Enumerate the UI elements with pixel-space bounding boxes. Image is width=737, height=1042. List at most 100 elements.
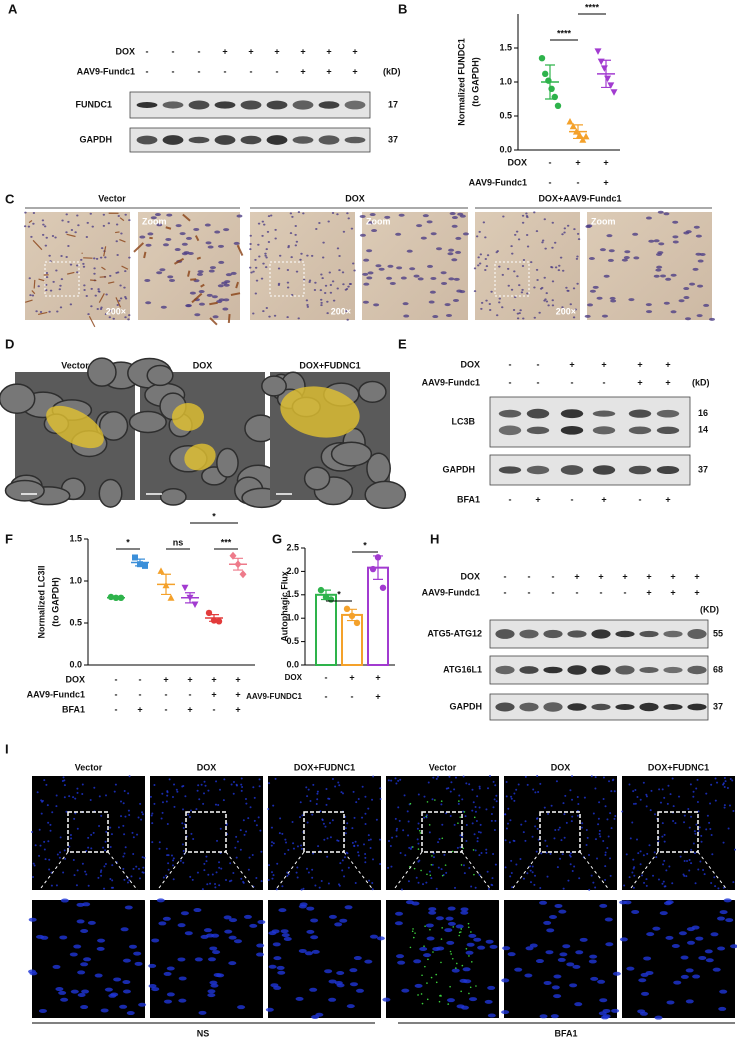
nucleus (551, 299, 554, 302)
nucleus (81, 792, 84, 795)
nucleus (484, 257, 487, 260)
nucleus (450, 781, 453, 784)
group-title: DOX+AAV9-Fundc1 (538, 193, 621, 203)
nucleus (77, 970, 86, 975)
nucleus (98, 795, 101, 798)
nucleus (122, 867, 125, 870)
nucleus (585, 843, 588, 846)
nucleus (74, 231, 77, 234)
sign: + (535, 494, 540, 504)
significance-label: **** (557, 28, 572, 38)
nucleus (94, 294, 97, 297)
nucleus (113, 790, 116, 793)
lc3-puncta (461, 964, 464, 967)
nucleus (45, 276, 49, 279)
nucleus (628, 783, 631, 786)
nucleus (280, 929, 289, 934)
stain (236, 244, 244, 257)
nucleus (120, 800, 123, 803)
nucleus (607, 258, 614, 262)
nucleus (462, 775, 465, 778)
nucleus (577, 238, 581, 241)
nucleus (138, 877, 141, 880)
lc3-puncta (460, 864, 463, 866)
nucleus (244, 798, 247, 801)
nucleus (586, 836, 589, 839)
nucleus (228, 880, 231, 883)
band (687, 629, 707, 639)
nucleus (36, 791, 39, 794)
nucleus (337, 839, 340, 842)
lc3-puncta (426, 982, 428, 984)
nucleus (455, 236, 462, 240)
sign: + (665, 377, 670, 387)
nucleus (536, 775, 539, 778)
nucleus (211, 933, 220, 938)
nucleus (563, 836, 566, 839)
nucleus (447, 921, 456, 926)
nucleus (599, 998, 608, 1003)
nucleus (492, 806, 495, 809)
nucleus (143, 856, 146, 859)
nucleus (561, 269, 565, 272)
band (526, 408, 550, 419)
nucleus (60, 254, 63, 257)
sign: - (165, 704, 168, 714)
nucleus (498, 265, 501, 268)
nucleus (344, 832, 347, 835)
blot (489, 396, 691, 448)
nucleus (461, 835, 464, 838)
nucleus (322, 241, 325, 244)
stain (230, 292, 241, 296)
nucleus (524, 820, 527, 823)
nucleus (680, 955, 689, 960)
nucleus (133, 951, 142, 956)
nucleus (344, 827, 347, 830)
nucleus (445, 916, 454, 921)
y-tick-label: 1.0 (286, 613, 299, 623)
band (687, 665, 707, 675)
nucleus (409, 267, 416, 271)
nucleus (124, 905, 133, 910)
nucleus (480, 307, 483, 310)
nucleus (652, 926, 661, 931)
nucleus (685, 968, 694, 973)
nucleus (314, 884, 317, 887)
band (592, 465, 616, 475)
panel-label: I (5, 741, 9, 756)
nucleus (671, 777, 674, 780)
sign: - (552, 571, 555, 581)
nucleus (570, 820, 573, 823)
nucleus (728, 804, 731, 807)
nucleus (295, 270, 299, 273)
nucleus (485, 265, 489, 268)
zoom-box (44, 261, 80, 297)
nucleus (93, 786, 96, 789)
nucleus (158, 841, 161, 844)
nucleus (592, 285, 599, 289)
band (687, 703, 707, 711)
nucleus (382, 997, 391, 1002)
nucleus (555, 780, 558, 783)
nucleus (292, 842, 295, 845)
nucleus (705, 792, 708, 795)
nucleus (209, 946, 218, 951)
nucleus (80, 962, 89, 967)
sign: - (504, 587, 507, 597)
nucleus (426, 220, 433, 224)
nucleus (85, 235, 89, 238)
nucleus (465, 950, 474, 955)
highlight (46, 405, 104, 449)
nucleus (429, 290, 436, 294)
nucleus (105, 293, 108, 296)
nucleus (645, 795, 648, 798)
nucleus (353, 816, 356, 819)
nucleus (278, 254, 282, 257)
nucleus (349, 968, 358, 973)
nucleus (217, 244, 224, 248)
nucleus (668, 865, 671, 868)
nucleus (194, 313, 201, 317)
nucleus (468, 867, 471, 870)
nucleus (147, 232, 154, 236)
nucleus (646, 852, 649, 855)
